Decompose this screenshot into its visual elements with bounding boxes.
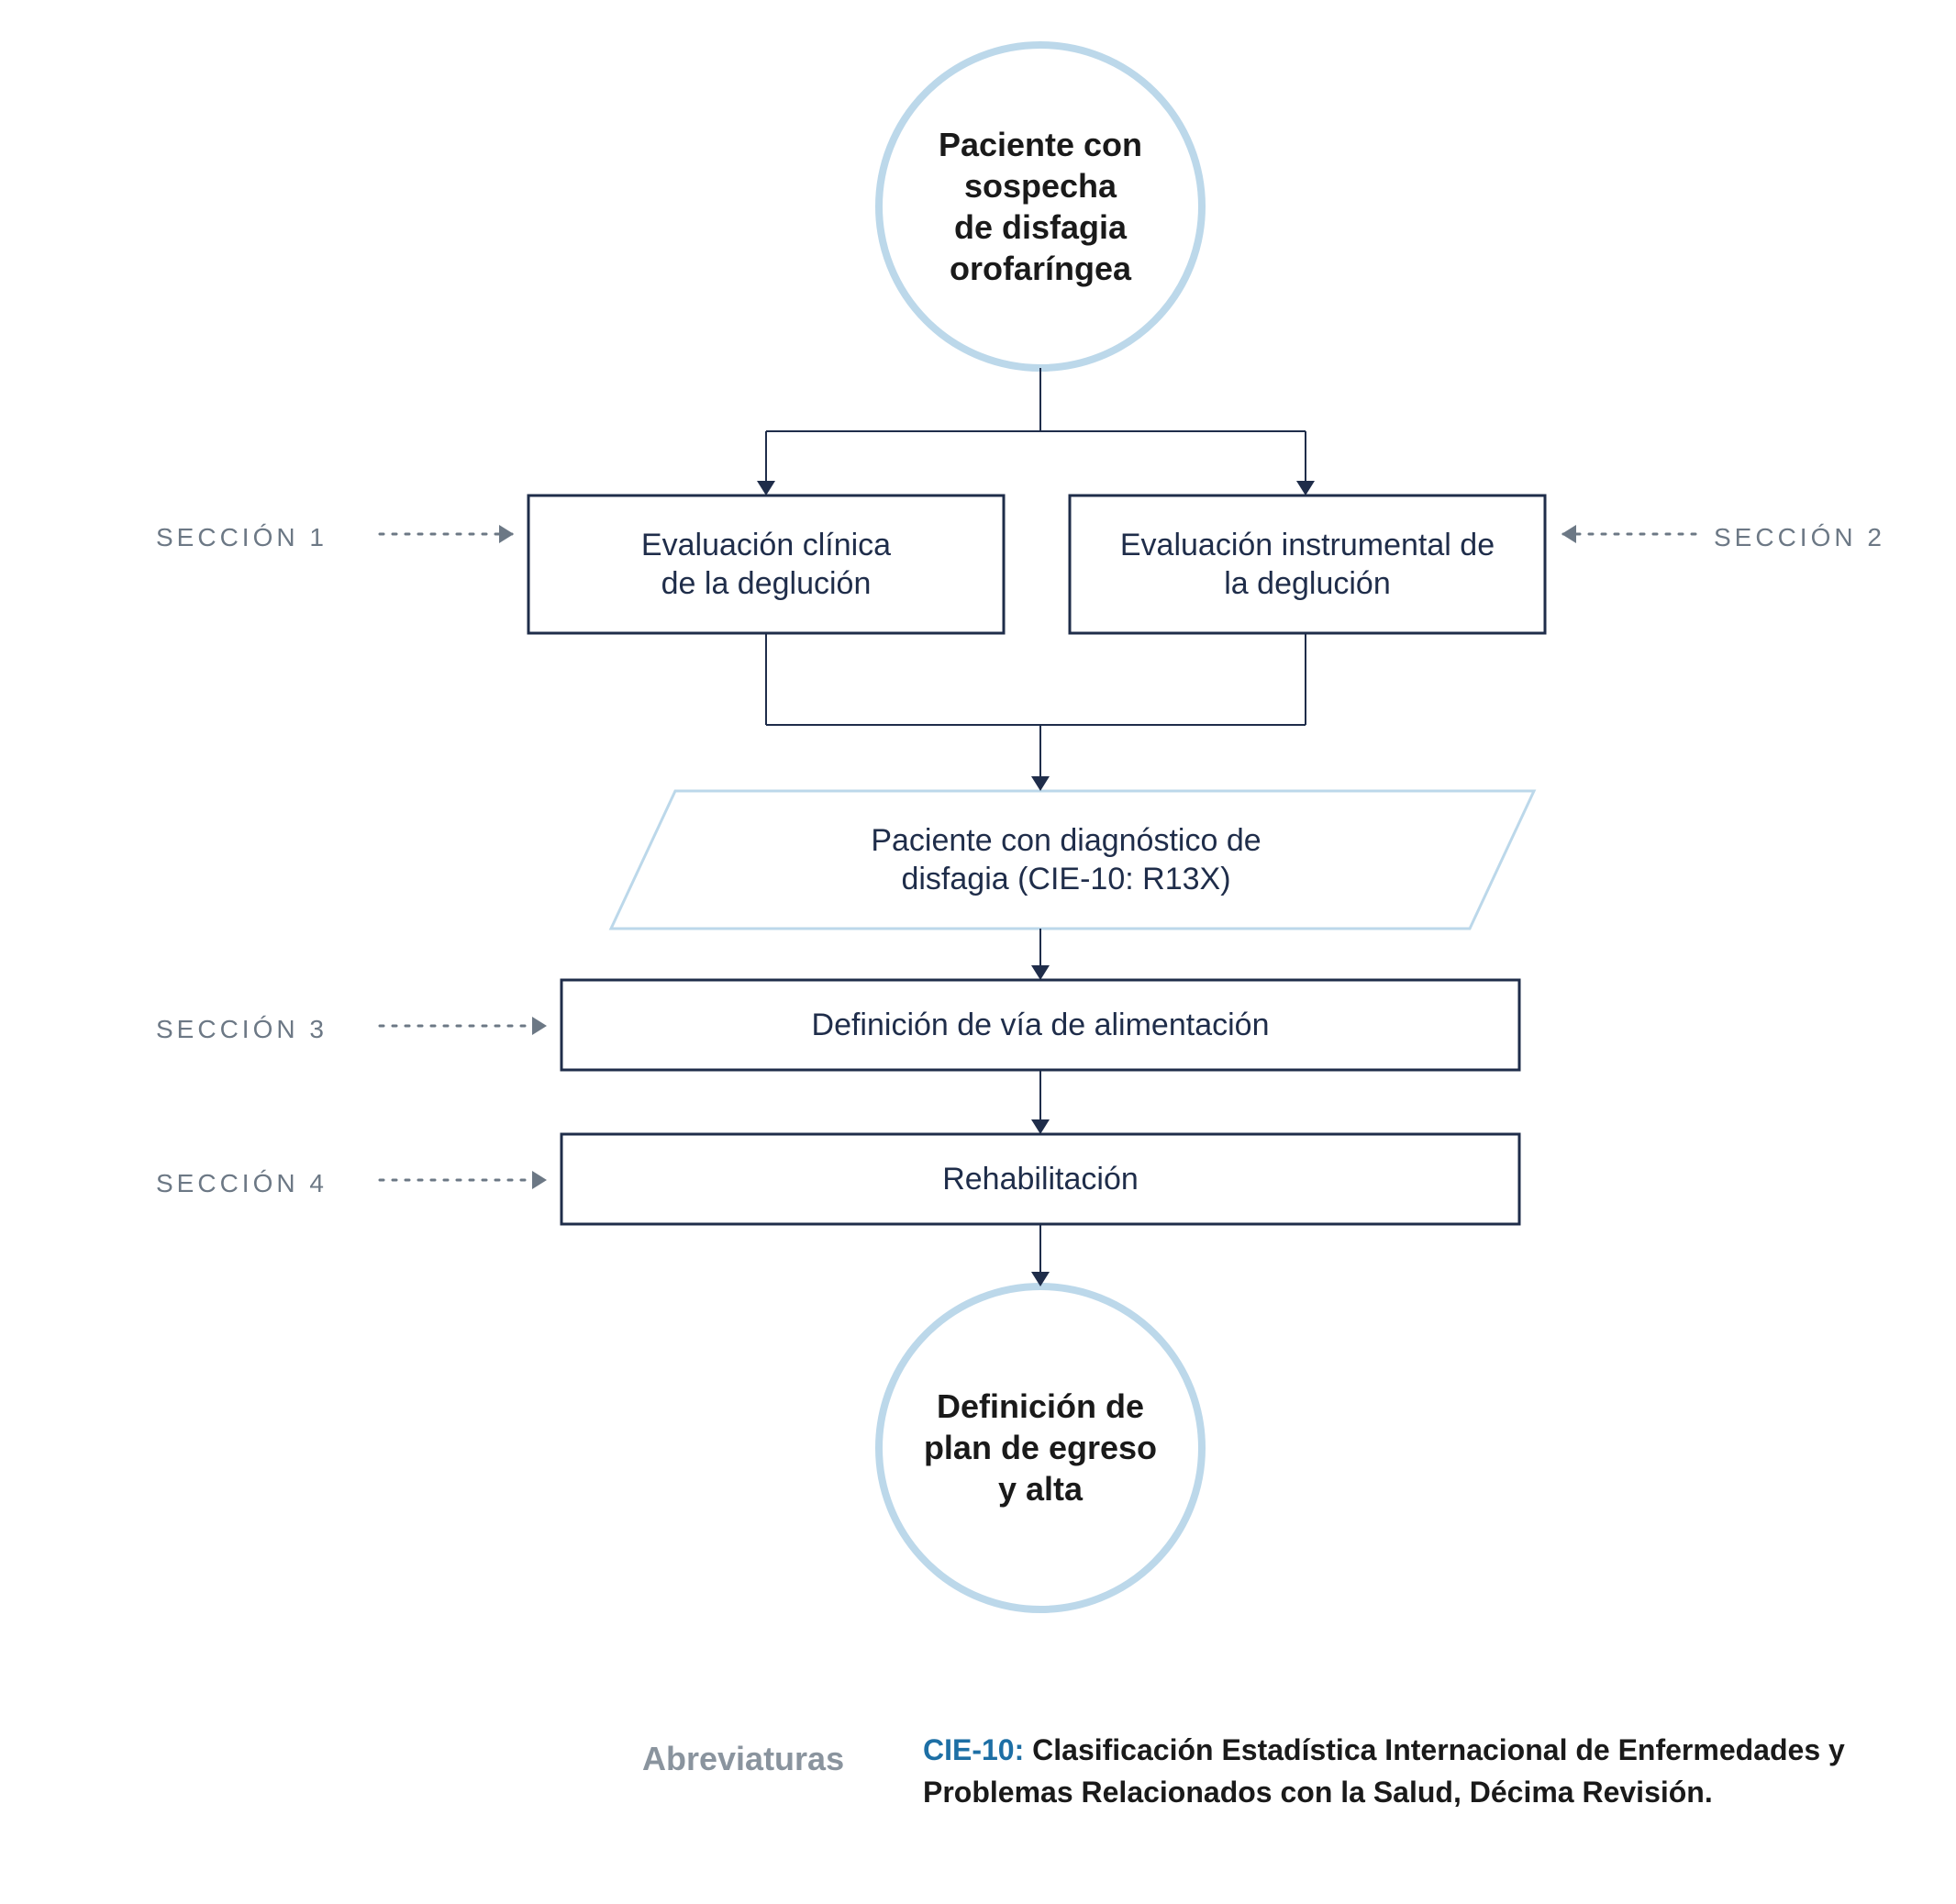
node-diag-text: Paciente con diagnóstico de disfagia (CI…	[871, 821, 1261, 899]
section-label-sec4-text: SECCIÓN 4	[156, 1169, 328, 1197]
node-rehab: Rehabilitación	[561, 1134, 1519, 1224]
section-label-sec3: SECCIÓN 3	[156, 1015, 328, 1044]
abbr-term: CIE-10:	[923, 1733, 1024, 1766]
abbr-body-text: Clasificación Estadística Internacional …	[923, 1733, 1845, 1809]
section-label-sec4: SECCIÓN 4	[156, 1169, 328, 1198]
abbr-heading-text: Abreviaturas	[642, 1740, 844, 1777]
node-start-text: Paciente con sospecha de disfagia orofar…	[939, 124, 1142, 289]
node-end: Definición de plan de egreso y alta	[908, 1316, 1173, 1581]
node-def_via: Definición de vía de alimentación	[561, 980, 1519, 1070]
node-diag: Paciente con diagnóstico de disfagia (CI…	[637, 791, 1495, 929]
section-label-sec2-text: SECCIÓN 2	[1714, 523, 1885, 551]
abbr-heading: Abreviaturas	[642, 1740, 844, 1778]
node-eval_instr: Evaluación instrumental de la deglución	[1070, 495, 1545, 633]
section-label-sec1: SECCIÓN 1	[156, 523, 328, 552]
section-label-sec3-text: SECCIÓN 3	[156, 1015, 328, 1043]
abbr-body-block: CIE-10: Clasificación Estadística Intern…	[923, 1729, 1850, 1814]
node-eval_clin-text: Evaluación clínica de la deglución	[641, 526, 891, 604]
flowchart-canvas: Abreviaturas CIE-10: Clasificación Estad…	[0, 0, 1956, 1904]
node-start: Paciente con sospecha de disfagia orofar…	[908, 74, 1173, 340]
node-eval_instr-text: Evaluación instrumental de la deglución	[1120, 526, 1495, 604]
node-def_via-text: Definición de vía de alimentación	[812, 1006, 1270, 1045]
section-label-sec1-text: SECCIÓN 1	[156, 523, 328, 551]
node-rehab-text: Rehabilitación	[942, 1160, 1139, 1199]
node-eval_clin: Evaluación clínica de la deglución	[528, 495, 1004, 633]
node-end-text: Definición de plan de egreso y alta	[924, 1386, 1157, 1509]
section-label-sec2: SECCIÓN 2	[1714, 523, 1885, 552]
